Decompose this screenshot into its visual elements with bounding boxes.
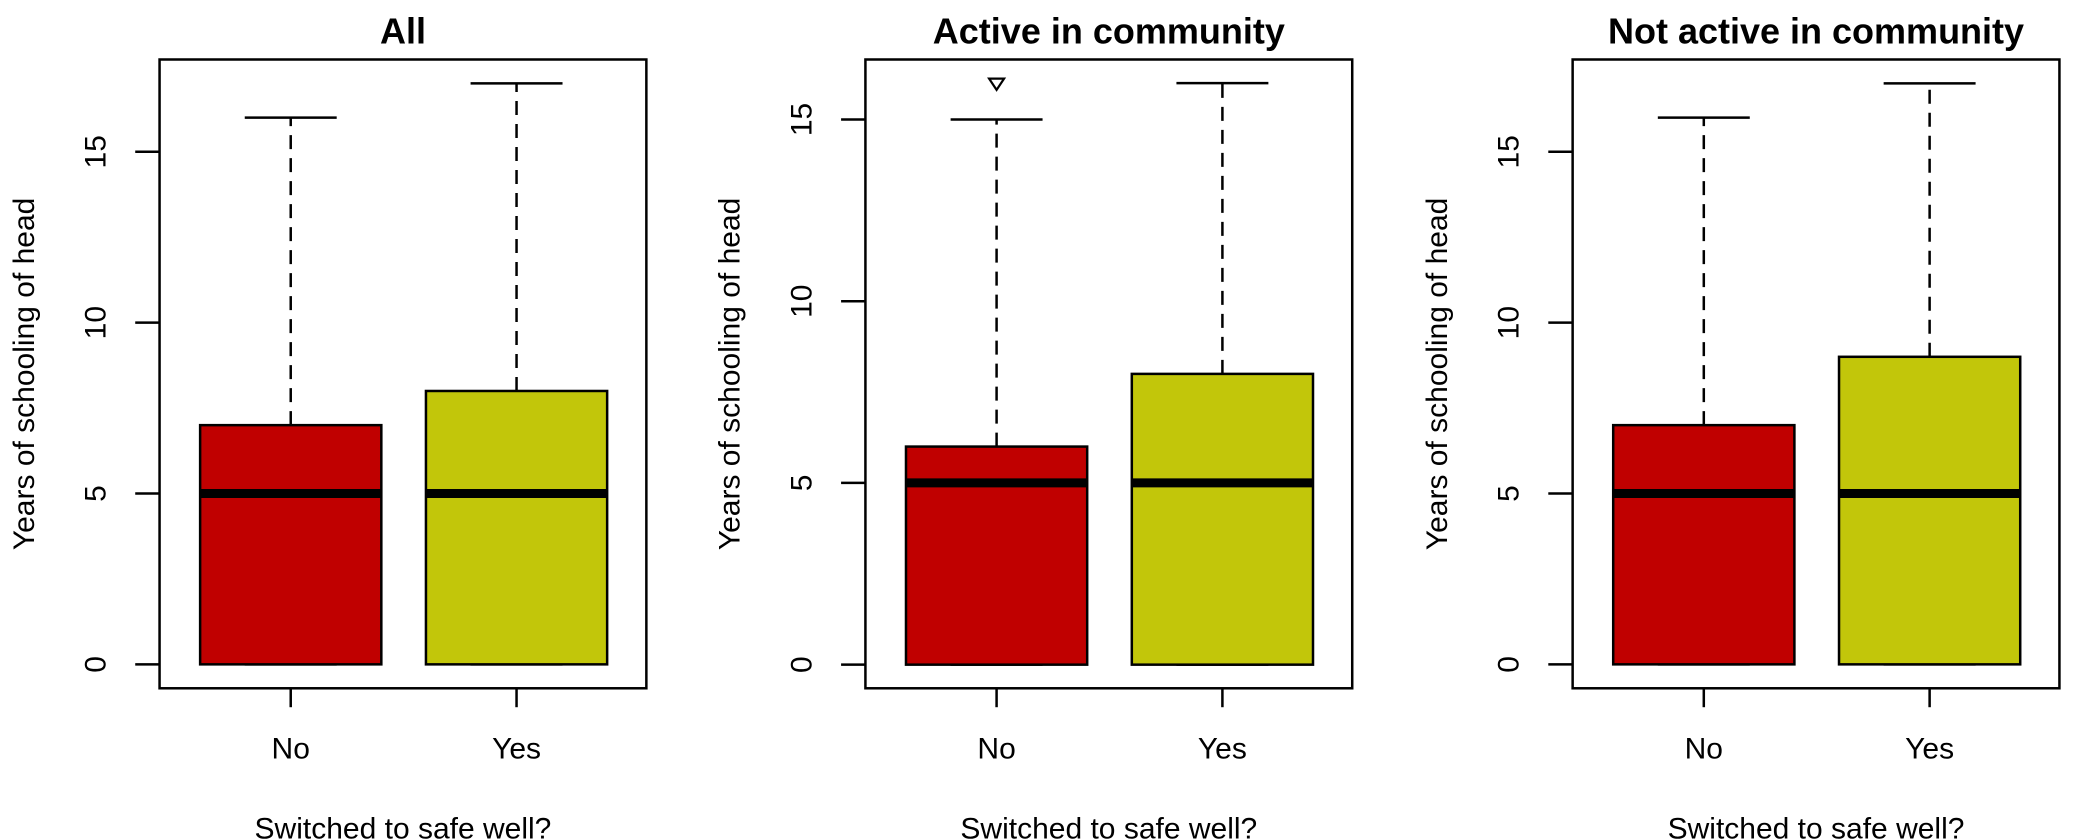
iqr-box: [1611, 423, 1796, 666]
panel-title: All: [380, 10, 426, 51]
x-tick-label: Yes: [492, 733, 541, 766]
x-axis-label: Switched to safe well?: [255, 812, 552, 840]
panel-title: Not active in community: [1608, 10, 2024, 51]
x-tick-label: No: [977, 733, 1015, 766]
y-tick-label: 0: [785, 656, 818, 673]
iqr-box: [424, 389, 609, 666]
y-tick-label: 15: [79, 135, 112, 168]
y-tick-label: 10: [785, 285, 818, 318]
box-no: [904, 77, 1089, 666]
iqr-box: [1130, 372, 1315, 666]
y-axis-label: Years of schooling of head: [1421, 198, 1454, 551]
x-axis-label: Switched to safe well?: [1668, 812, 1965, 840]
iqr-box: [1837, 355, 2022, 666]
y-axis-label: Years of schooling of head: [714, 198, 747, 551]
x-tick-label: Yes: [1905, 733, 1954, 766]
y-tick-label: 0: [1493, 656, 1526, 673]
x-axis-label: Switched to safe well?: [960, 812, 1257, 840]
y-tick-label: 10: [1493, 306, 1526, 339]
panel-2: Active in community 0 5 10 15 Years of school…: [714, 10, 1354, 840]
y-tick-label: 10: [79, 306, 112, 339]
box-yes: [1130, 81, 1315, 666]
x-tick-label: Yes: [1198, 733, 1247, 766]
y-axis-label: Years of schooling of head: [8, 198, 41, 550]
y-tick-label: 15: [785, 103, 818, 136]
box-no: [198, 116, 383, 666]
box-yes: [1837, 82, 2022, 666]
y-tick-label: 15: [1493, 135, 1526, 168]
y-tick-label: 0: [79, 656, 112, 673]
box-yes: [424, 82, 609, 666]
x-tick-label: No: [272, 733, 310, 766]
panel-3: Not active in community 0 5 10 15 Years of sc…: [1421, 10, 2061, 840]
plot-frame: [158, 58, 648, 690]
panel-1: All 0 5 10 15 Years of schooling of head No Yes…: [8, 10, 648, 840]
iqr-box: [198, 423, 383, 666]
y-tick-label: 5: [1493, 485, 1526, 502]
panel-title: Active in community: [933, 10, 1285, 51]
plot-frame: [1571, 58, 2061, 690]
outlier-point: [987, 77, 1007, 92]
x-tick-label: No: [1685, 733, 1723, 766]
y-tick-label: 5: [79, 485, 112, 502]
y-tick-label: 5: [785, 475, 818, 492]
box-no: [1611, 116, 1796, 666]
plot-frame: [864, 58, 1354, 690]
